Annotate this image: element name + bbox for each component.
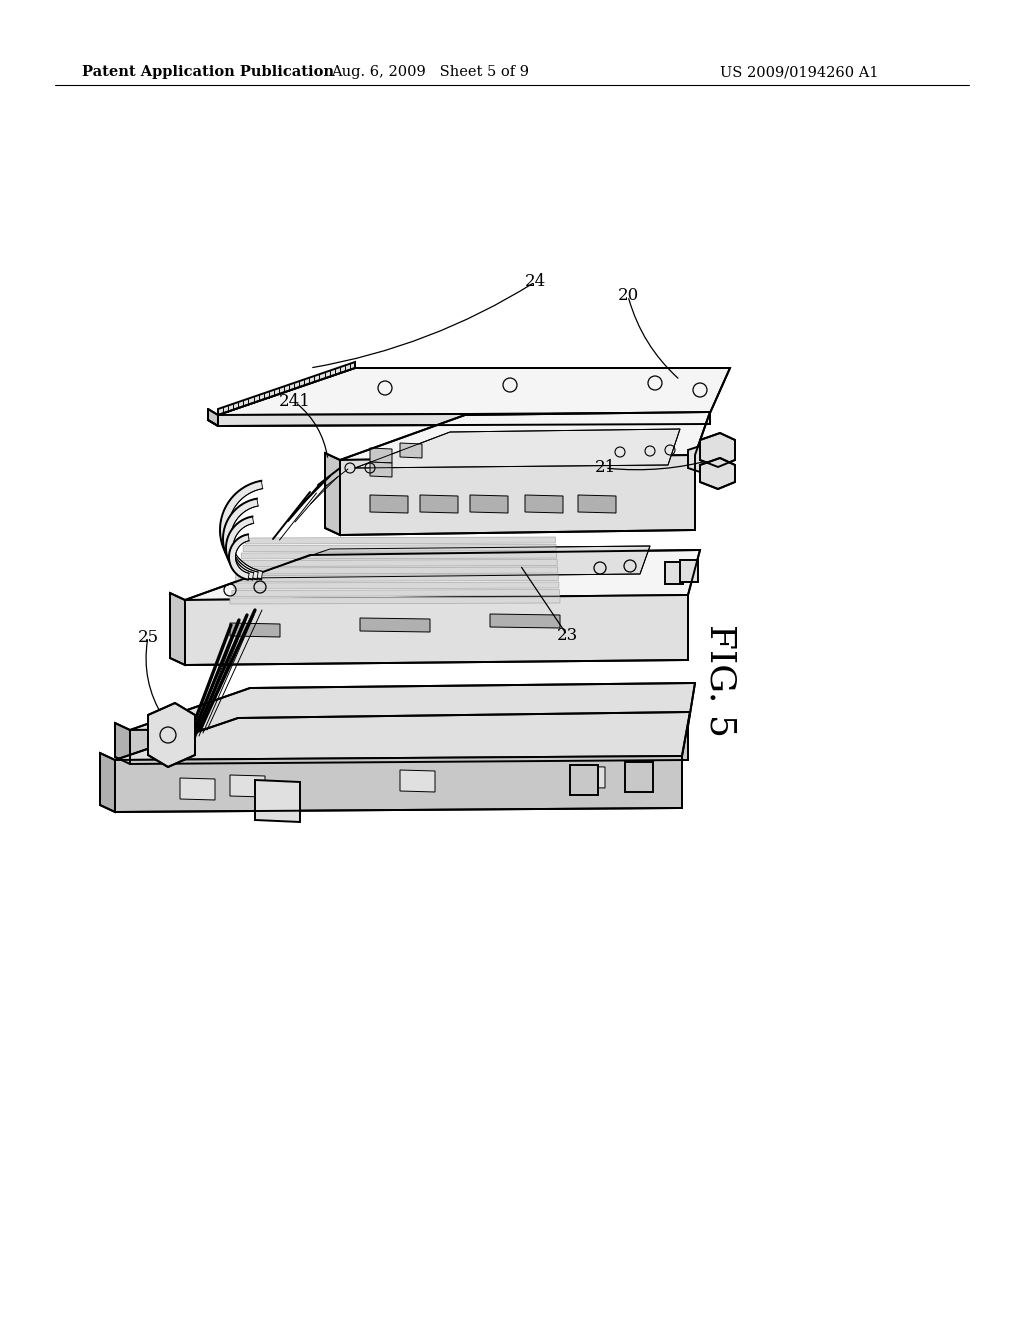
Polygon shape <box>229 535 249 579</box>
Polygon shape <box>245 537 555 544</box>
Text: 20: 20 <box>617 288 639 305</box>
Polygon shape <box>230 597 560 605</box>
Text: Aug. 6, 2009   Sheet 5 of 9: Aug. 6, 2009 Sheet 5 of 9 <box>331 65 529 79</box>
Polygon shape <box>148 704 195 767</box>
Polygon shape <box>230 775 265 797</box>
Text: 23: 23 <box>556 627 578 644</box>
Polygon shape <box>570 766 598 795</box>
Polygon shape <box>115 756 682 812</box>
Text: 241: 241 <box>280 393 311 411</box>
Polygon shape <box>340 412 710 459</box>
Polygon shape <box>325 453 340 535</box>
Polygon shape <box>400 444 422 458</box>
Polygon shape <box>400 770 435 792</box>
Polygon shape <box>625 762 653 792</box>
Polygon shape <box>688 444 720 474</box>
Text: 24: 24 <box>524 273 546 290</box>
Polygon shape <box>208 409 218 426</box>
Circle shape <box>160 727 176 743</box>
Polygon shape <box>180 777 215 800</box>
Polygon shape <box>230 623 280 638</box>
Polygon shape <box>130 726 688 764</box>
Polygon shape <box>100 752 115 812</box>
Polygon shape <box>420 495 458 513</box>
Polygon shape <box>115 711 690 760</box>
Polygon shape <box>243 544 556 552</box>
Polygon shape <box>570 766 605 788</box>
Text: US 2009/0194260 A1: US 2009/0194260 A1 <box>720 65 879 79</box>
Text: Patent Application Publication: Patent Application Publication <box>82 65 334 79</box>
Polygon shape <box>130 682 695 730</box>
Polygon shape <box>340 455 695 535</box>
Polygon shape <box>245 546 650 578</box>
Polygon shape <box>680 560 698 582</box>
Polygon shape <box>170 593 185 665</box>
Polygon shape <box>218 368 730 414</box>
Text: 21: 21 <box>594 459 615 477</box>
Polygon shape <box>700 433 735 467</box>
Polygon shape <box>238 568 558 574</box>
Polygon shape <box>470 495 508 513</box>
Polygon shape <box>185 595 688 665</box>
Polygon shape <box>665 562 683 583</box>
Polygon shape <box>240 560 557 566</box>
Polygon shape <box>255 780 300 822</box>
Polygon shape <box>242 552 557 558</box>
Polygon shape <box>700 458 735 488</box>
Polygon shape <box>185 550 700 601</box>
Polygon shape <box>231 590 559 597</box>
Polygon shape <box>233 582 559 589</box>
Text: FIG. 5: FIG. 5 <box>703 623 737 737</box>
Polygon shape <box>236 574 558 582</box>
Polygon shape <box>490 614 560 628</box>
Polygon shape <box>226 516 254 579</box>
Polygon shape <box>525 495 563 513</box>
Polygon shape <box>218 362 355 414</box>
Polygon shape <box>370 447 392 463</box>
Text: 25: 25 <box>137 628 159 645</box>
Polygon shape <box>578 495 616 513</box>
Polygon shape <box>115 723 130 764</box>
Polygon shape <box>220 480 263 579</box>
Polygon shape <box>355 429 680 469</box>
Polygon shape <box>370 462 392 477</box>
Polygon shape <box>223 499 258 579</box>
Polygon shape <box>370 495 408 513</box>
Polygon shape <box>218 413 710 426</box>
Polygon shape <box>360 618 430 632</box>
